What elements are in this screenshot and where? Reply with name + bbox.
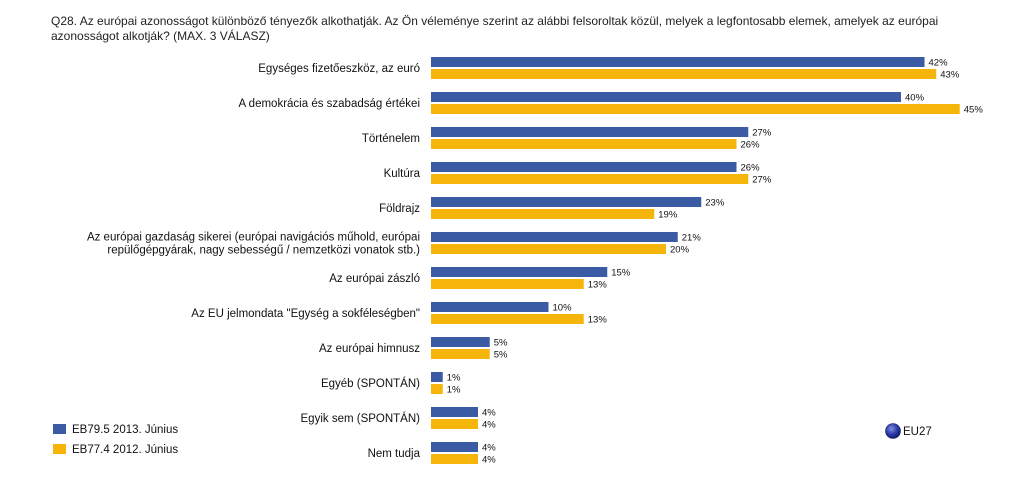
category-label: Az EU jelmondata "Egység a sokféleségben… [191,308,420,320]
value-label: 4% [482,455,496,466]
legend-label-2012: EB77.4 2012. Június [72,444,178,456]
category-labels: Egységes fizetőeszköz, az euró A demokrác… [87,63,421,460]
bar-2013 [431,442,478,452]
bar-2012 [431,104,960,114]
bar-2013 [431,57,925,67]
category-label: Az európai gazdaság sikerei (európai nav… [87,232,420,244]
category-label: Egyik sem (SPONTÁN) [301,412,421,425]
bar-2013 [431,372,443,382]
value-label: 13% [588,280,608,291]
bar-2013 [431,232,678,242]
bar-2013 [431,337,490,347]
bar-2012 [431,209,655,219]
value-labels: 42%43%40%45%27%26%26%27%23%19%21%20%15%1… [447,58,984,466]
bar-2013 [431,127,749,137]
legend: EB79.5 2013. Június EB77.4 2012. Június [53,424,178,456]
bar-2013 [431,162,737,172]
bar-2013 [431,302,549,312]
region-indicator: EU27 [885,423,932,439]
value-label: 43% [940,70,960,81]
value-label: 1% [447,373,461,384]
value-label: 4% [482,420,496,431]
legend-swatch-2013 [53,424,66,434]
value-label: 26% [741,140,761,151]
value-label: 15% [611,268,631,279]
value-label: 23% [705,198,725,209]
value-label: 45% [964,105,984,116]
category-label: repülőgépgyárak, nagy sebességű / nemzet… [107,245,420,257]
bar-2012 [431,139,737,149]
region-label: EU27 [903,426,932,438]
value-label: 20% [670,245,690,256]
category-label: Az európai zászló [329,273,420,285]
value-label: 10% [553,303,573,314]
value-label: 5% [494,350,508,361]
category-label: Egységes fizetőeszköz, az euró [258,63,420,75]
bar-2012 [431,69,937,79]
bar-2012 [431,314,584,324]
value-label: 19% [658,210,678,221]
legend-swatch-2012 [53,444,66,454]
legend-label-2013: EB79.5 2013. Június [72,424,178,436]
value-label: 40% [905,93,925,104]
value-label: 21% [682,233,702,244]
category-label: Kultúra [384,168,421,180]
bar-2013 [431,197,702,207]
value-label: 1% [447,385,461,396]
value-label: 42% [929,58,949,69]
category-label: Földrajz [379,203,420,215]
bar-2012 [431,384,443,394]
bar-2012 [431,279,584,289]
value-label: 4% [482,408,496,419]
category-label: Nem tudja [368,448,421,460]
bars [431,57,960,464]
bar-2013 [431,407,478,417]
bar-2012 [431,244,666,254]
globe-icon [885,423,901,439]
bar-2012 [431,419,478,429]
category-label: Egyéb (SPONTÁN) [321,377,420,390]
chart-question: Q28. Az európai azonosságot különböző té… [51,14,939,43]
value-label: 5% [494,338,508,349]
category-label: Történelem [362,133,420,145]
bar-2012 [431,349,490,359]
value-label: 4% [482,443,496,454]
value-label: 26% [741,163,761,174]
category-label: A demokrácia és szabadság értékei [238,98,420,110]
value-label: 27% [752,175,772,186]
bar-2012 [431,174,749,184]
bar-2013 [431,267,608,277]
value-label: 13% [588,315,608,326]
value-label: 27% [752,128,772,139]
bar-2013 [431,92,901,102]
bar-2012 [431,454,478,464]
category-label: Az európai himnusz [319,343,420,355]
